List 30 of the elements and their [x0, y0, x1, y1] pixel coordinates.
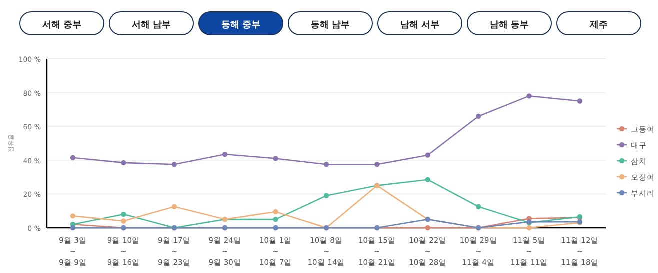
- tab: 남해 서부: [378, 12, 462, 36]
- point: [374, 162, 380, 168]
- tab: 동해 중부: [198, 12, 284, 36]
- point: [324, 162, 330, 168]
- tab: 제주: [556, 12, 642, 36]
- point: [172, 204, 177, 210]
- tab: 동해 남부: [288, 12, 373, 36]
- point: [70, 155, 76, 160]
- point: [121, 212, 126, 218]
- point: [526, 225, 532, 231]
- point: [172, 162, 177, 168]
- tab: 남해 동부: [467, 12, 552, 36]
- point: [273, 209, 278, 215]
- point: [425, 177, 430, 182]
- point: [425, 225, 430, 231]
- point: [121, 218, 126, 224]
- point: [70, 225, 76, 231]
- point: [273, 156, 278, 162]
- point: [476, 114, 482, 120]
- point: [476, 204, 482, 210]
- point: [577, 98, 583, 104]
- point: [526, 94, 532, 99]
- point: [324, 193, 330, 198]
- tab: 서해 남부: [109, 12, 194, 36]
- point: [273, 216, 278, 222]
- point: [425, 152, 430, 158]
- point: [222, 152, 228, 158]
- tab: 서해 중부: [20, 12, 104, 36]
- point: [121, 160, 126, 166]
- point: [70, 214, 76, 219]
